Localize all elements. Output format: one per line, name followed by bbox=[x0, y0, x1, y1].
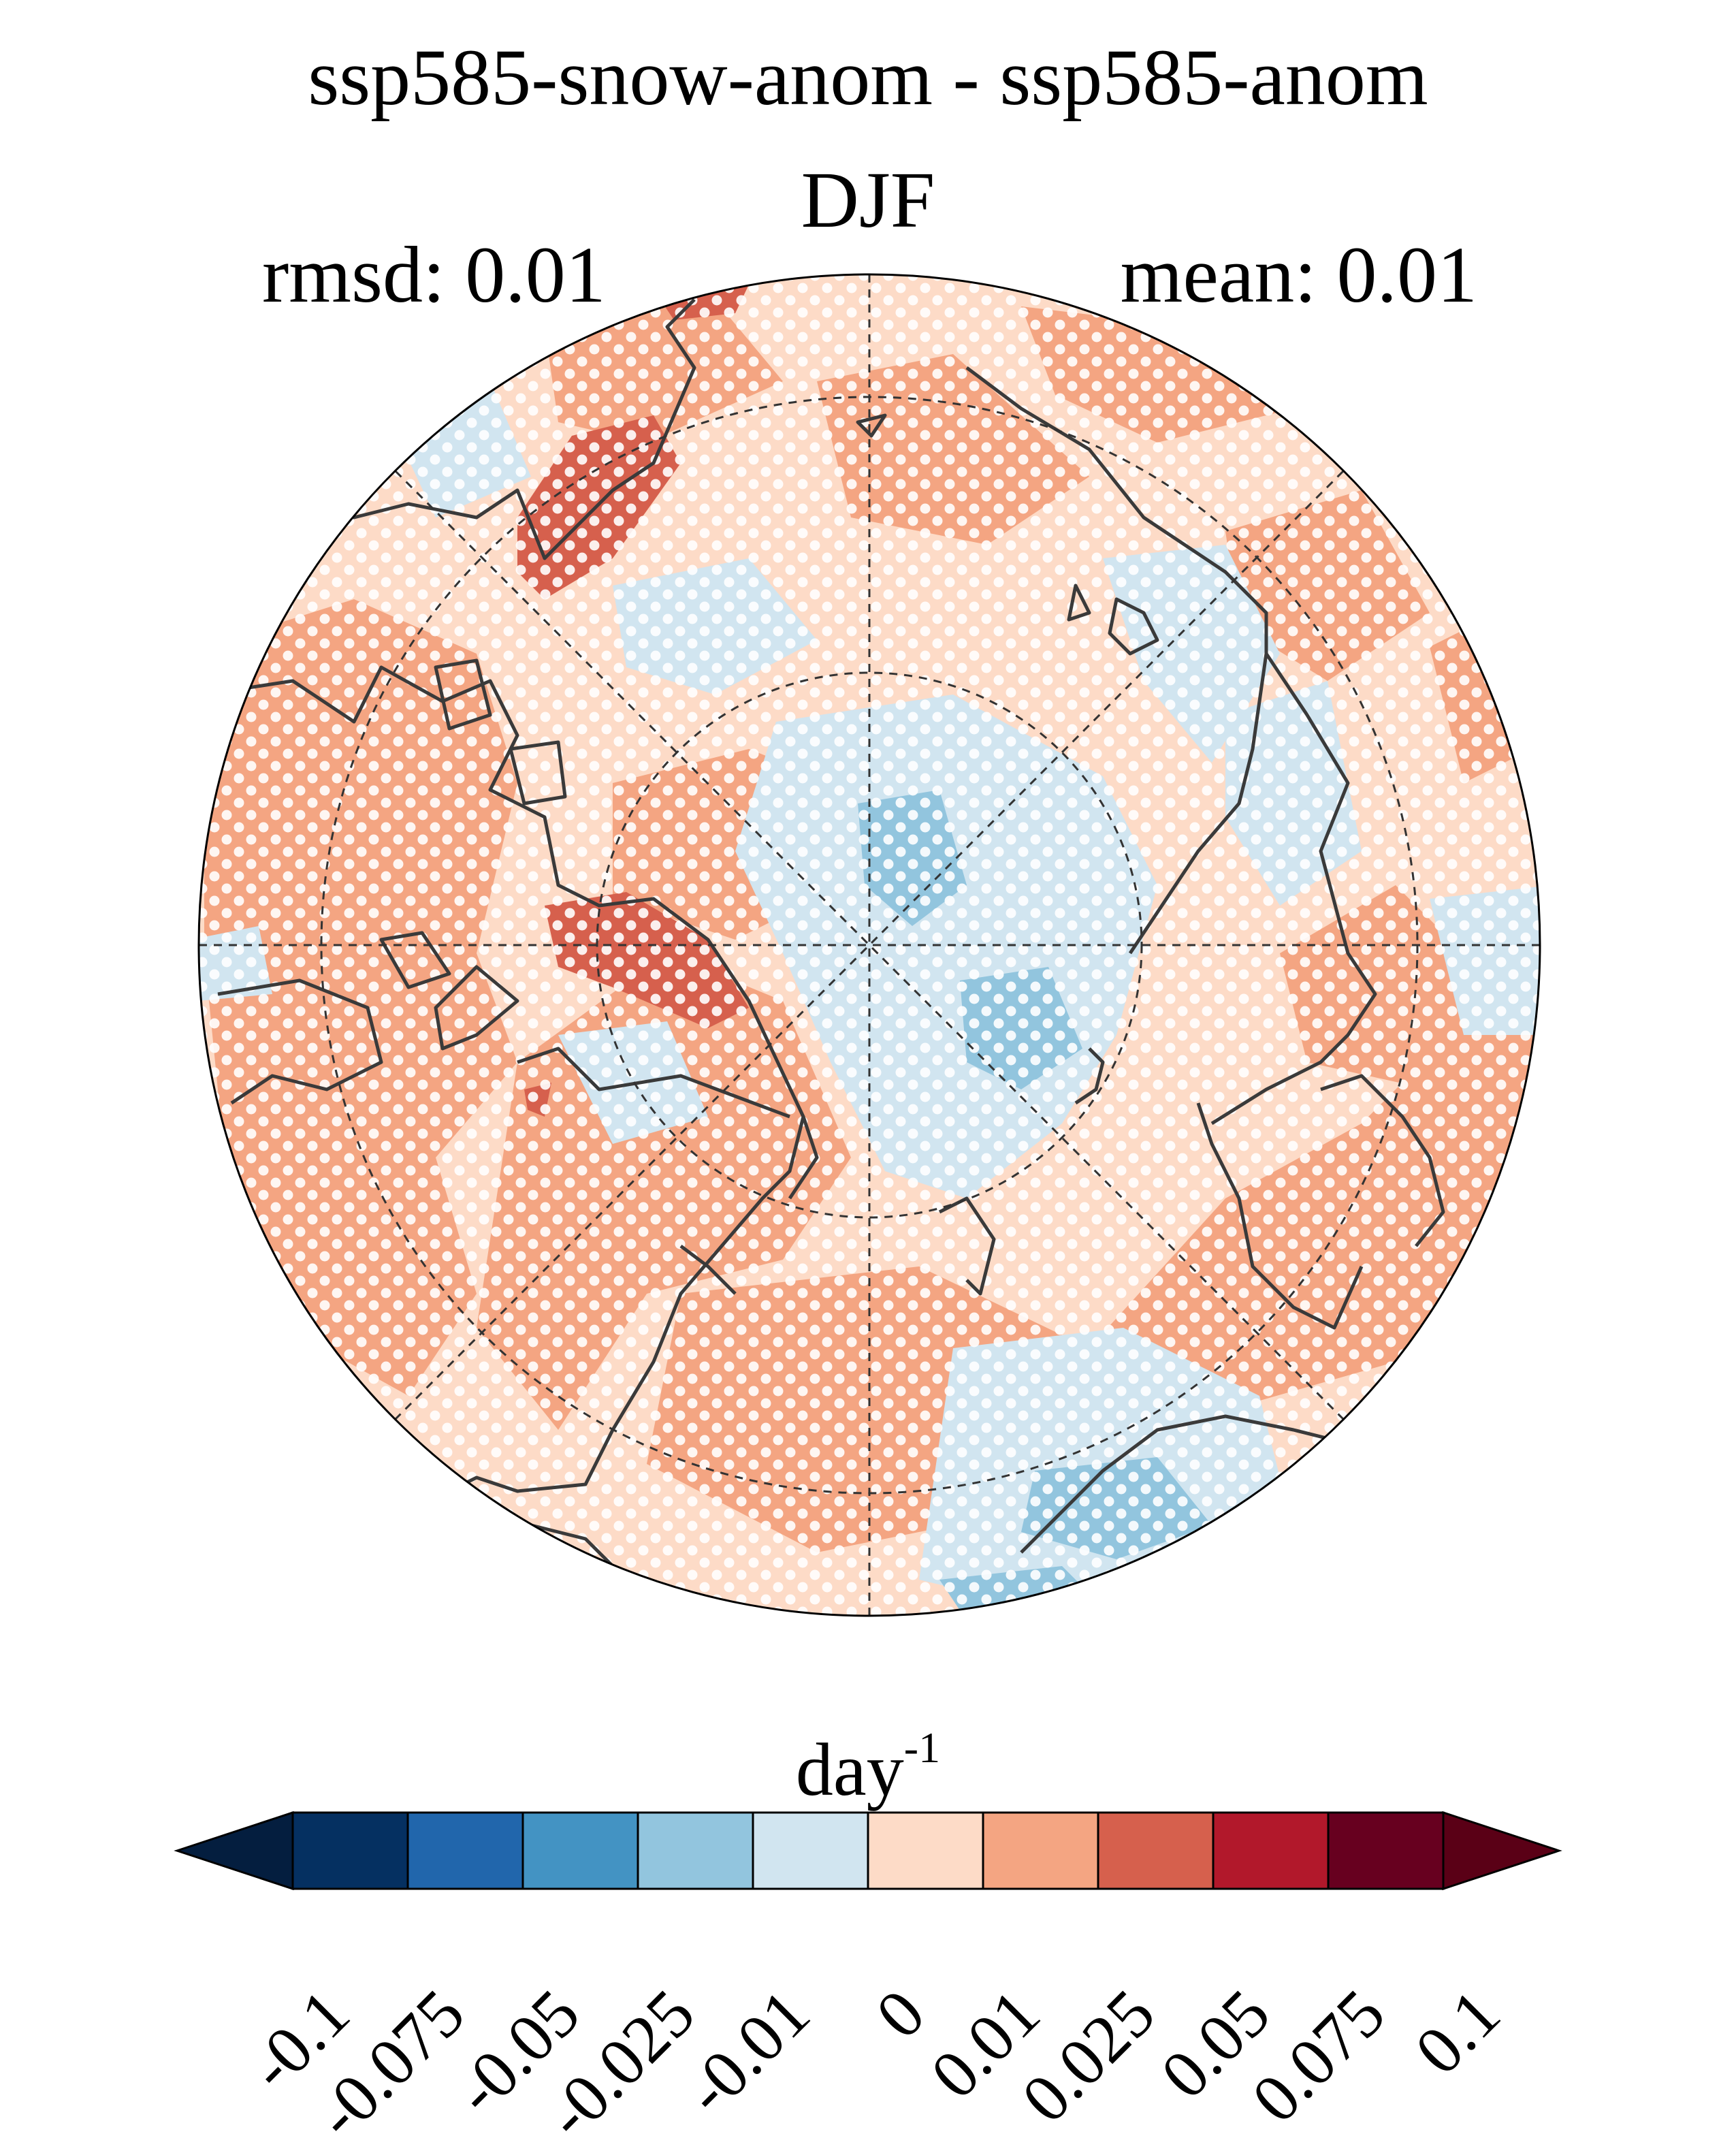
colorbar-bin bbox=[291, 1811, 409, 1890]
colorbar-units: day-1 bbox=[795, 1723, 941, 1811]
mean-label: mean: 0.01 bbox=[1120, 230, 1477, 319]
colorbar-bin bbox=[1212, 1811, 1330, 1890]
map-boundary bbox=[197, 273, 1541, 1617]
polar-map bbox=[197, 273, 1541, 1617]
colorbar-over-triangle bbox=[1442, 1811, 1562, 1891]
colorbar-bin bbox=[1097, 1811, 1215, 1890]
colorbar-bin bbox=[637, 1811, 754, 1890]
graticule bbox=[199, 274, 1540, 1616]
colorbar-bin bbox=[982, 1811, 1099, 1890]
season-label: DJF bbox=[801, 155, 935, 244]
colorbar-bin bbox=[752, 1811, 869, 1890]
rmsd-label: rmsd: 0.01 bbox=[262, 230, 606, 319]
map-title: ssp585-snow-anom - ssp585-anom bbox=[308, 33, 1428, 122]
colorbar-under-triangle bbox=[174, 1811, 294, 1891]
colorbar-bin bbox=[406, 1811, 524, 1890]
colorbar-bin bbox=[1327, 1811, 1445, 1890]
colorbar-bin bbox=[521, 1811, 639, 1890]
colorbar-bin bbox=[867, 1811, 984, 1890]
